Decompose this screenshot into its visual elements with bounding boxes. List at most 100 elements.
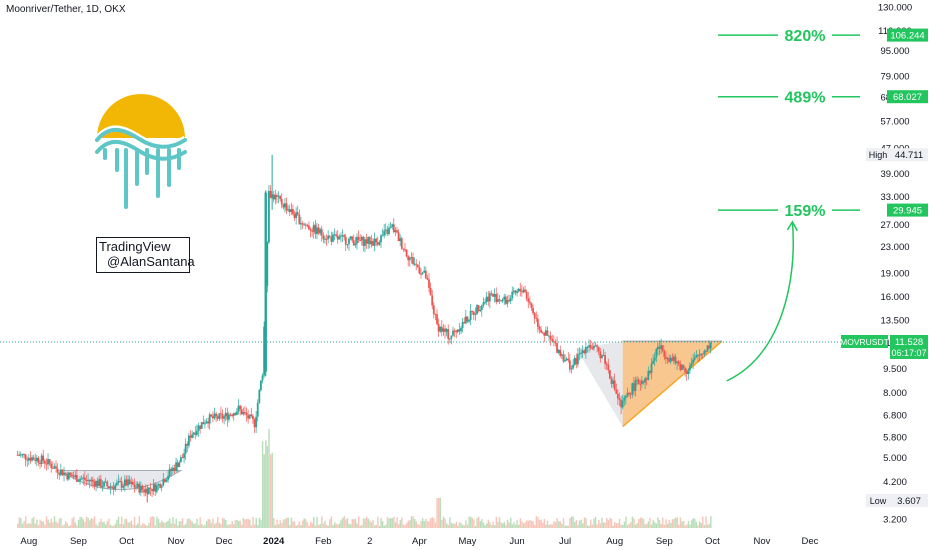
candle-body [428,279,430,288]
candle-body [210,414,213,417]
candle-body [242,411,245,415]
candle-body [420,273,422,275]
volume-bar [284,519,286,528]
candle-body [107,486,110,489]
volume-bar [28,523,30,528]
candle-body [280,199,283,205]
volume-bar [455,521,458,528]
candle-body [400,238,403,249]
candle-body [562,354,565,362]
candle-body [183,453,185,458]
candle-body [354,243,357,246]
candle-body [519,288,522,292]
candle-body [50,463,53,468]
candle-body [149,487,152,489]
candle-body [575,358,578,365]
volume-bar [702,516,704,528]
volume-bar [710,516,712,528]
candle-body [621,400,624,408]
volume-bar [679,517,682,528]
candle-body [319,229,322,234]
candle-body [544,330,547,336]
volume-bar [417,524,419,528]
candle-body [352,240,355,246]
volume-bar [580,519,582,528]
candle-body [592,345,595,349]
volume-bar [266,445,269,528]
time-tick-label: Oct [705,536,720,547]
volume-bar [306,522,309,528]
candle-body [434,313,437,315]
volume-bar [143,523,145,528]
volume-bar [39,519,41,528]
volume-bar [193,523,195,528]
volume-bar [140,525,142,528]
candle-body [37,457,40,463]
volume-bar [261,441,264,528]
candle-body [665,356,667,359]
volume-bar [167,520,169,528]
volume-bar [332,524,334,528]
volume-bar [18,517,21,528]
candle-body [274,195,277,200]
volume-bar [327,525,329,528]
candle-body [47,459,49,465]
candle-body [445,329,448,332]
candle-body [141,485,144,490]
volume-bar [551,524,554,528]
price-tick-label: 19.000 [880,268,909,279]
candle-body [626,392,629,396]
volume-bar [61,525,64,528]
candle-body [232,413,235,416]
candle-body [407,256,410,261]
volume-bar [228,524,230,528]
candle-body [700,353,703,355]
candle-body [252,415,254,420]
candle-body [178,462,181,468]
candle-body [391,224,394,227]
volume-bar [622,524,624,528]
candle-body [237,405,240,412]
candle-body [576,354,579,365]
volume-bar [463,525,466,528]
candle-body [356,236,358,244]
candle-body [610,378,613,384]
volume-bar [479,521,482,528]
candle-body [484,301,486,303]
candle-body [56,468,59,473]
volume-bar [77,519,80,528]
volume-bar [564,525,566,528]
candle-body [653,357,656,361]
volume-bar [178,521,181,528]
high-value-badge [890,148,928,162]
volume-bar [614,521,616,528]
candle-body [95,480,97,487]
volume-bar [365,516,368,528]
candle-body [189,435,192,438]
volume-bar [489,522,491,528]
candle-body [685,371,688,374]
volume-bar [526,520,528,528]
candle-body [288,209,291,213]
volume-bar [57,523,59,528]
time-tick-label: Sep [656,536,673,547]
volume-bar [141,522,144,528]
volume-bar [244,519,246,528]
volume-bar [113,525,115,528]
volume-bar [250,525,253,528]
volume-bar [225,520,227,528]
volume-bar [638,519,640,528]
volume-bar [649,518,651,528]
volume-bar [172,517,174,528]
candle-body [695,355,698,358]
volume-bar [106,520,109,528]
candle-body [426,277,429,280]
candle-body [615,389,618,394]
candle-body [482,302,485,306]
candle-body [692,359,695,364]
candle-body [139,485,142,493]
price-tick-label: 6.800 [883,410,907,421]
volume-bar [542,522,544,528]
volume-bar [687,521,690,528]
volume-bar [519,518,522,528]
